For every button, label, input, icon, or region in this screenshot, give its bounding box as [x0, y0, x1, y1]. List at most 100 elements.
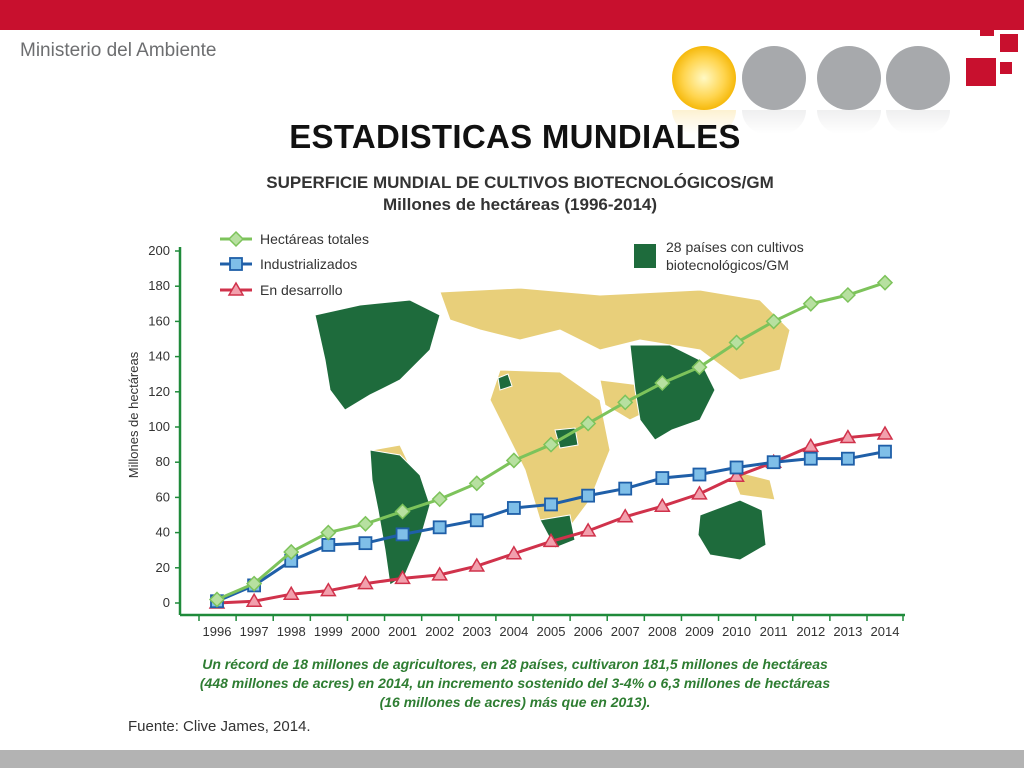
data-point: [579, 522, 597, 537]
legend: Hectáreas totales Industrializados En desa…: [220, 230, 804, 298]
data-point: [431, 491, 448, 508]
data-point: [245, 592, 263, 607]
footnote-line3: (16 millones de acres) más que en 2013).: [379, 694, 651, 710]
data-point: [283, 543, 300, 561]
x-tick-label: 1998: [277, 624, 306, 639]
data-point: [876, 274, 894, 291]
data-point: [728, 334, 745, 351]
page-title: ESTADISTICAS MUNDIALES: [289, 118, 741, 155]
x-tick-label: 1997: [240, 624, 269, 639]
x-tick-label: 2005: [537, 624, 566, 639]
y-tick-label: 180: [148, 278, 170, 293]
x-tick-label: 2004: [499, 624, 528, 639]
map-legend-label: 28 países con cultivos: [666, 239, 804, 255]
map-legend-label: biotecnológicos/GM: [666, 257, 789, 273]
data-point: [506, 501, 521, 515]
land-region: [314, 299, 441, 411]
x-tick-label: 2011: [760, 624, 788, 639]
data-point: [394, 569, 411, 585]
data-point: [505, 452, 522, 469]
data-point: [468, 557, 486, 572]
ministry-name: Ministerio del Ambiente: [20, 40, 217, 61]
x-tick-label: 1999: [314, 624, 343, 639]
data-point: [803, 451, 818, 466]
y-tick-label: 200: [148, 243, 170, 258]
y-tick-label: 0: [163, 595, 170, 610]
data-point: [468, 475, 485, 492]
ministry-logo-icon: [966, 18, 1022, 90]
data-point: [431, 566, 448, 581]
data-point: [729, 460, 744, 475]
data-point: [505, 545, 523, 560]
data-point: [469, 513, 484, 528]
legend-label: Hectáreas totales: [260, 231, 369, 247]
data-point: [765, 313, 782, 330]
data-point: [580, 415, 597, 432]
source-text: Fuente: Clive James, 2014.: [128, 718, 311, 735]
x-tick-label: 2007: [611, 624, 640, 639]
footnote: Un récord de 18 millones de agricultores…: [120, 655, 910, 712]
data-point: [320, 582, 337, 597]
data-point: [766, 455, 781, 470]
y-axis-label: Millones de hectáreas: [126, 351, 141, 478]
x-tick-label: 2009: [685, 624, 714, 639]
x-tick-label: 2013: [833, 624, 862, 639]
data-point: [692, 467, 707, 482]
data-point: [282, 585, 300, 600]
data-point: [432, 520, 447, 535]
x-tick-label: 2001: [388, 624, 417, 639]
series-layer: [208, 274, 894, 609]
data-point: [395, 527, 410, 542]
data-point: [358, 536, 373, 551]
data-point: [542, 532, 560, 548]
map-legend-swatch: [634, 244, 656, 268]
land-region: [497, 373, 513, 391]
data-point: [357, 515, 374, 532]
gray-circle-icon: [742, 46, 806, 110]
data-point: [839, 429, 857, 444]
x-tick-label: 2008: [648, 624, 677, 639]
data-point: [802, 295, 819, 312]
y-tick-label: 20: [156, 560, 170, 575]
data-point: [227, 230, 245, 248]
data-point: [840, 451, 855, 466]
data-point: [542, 436, 560, 453]
data-point: [618, 481, 633, 496]
data-point: [357, 575, 374, 590]
y-tick-label: 60: [156, 489, 170, 504]
gray-circle-icon: [817, 46, 881, 110]
top-red-bar: [0, 0, 1024, 30]
data-point: [394, 503, 411, 520]
data-point: [616, 508, 634, 523]
bottom-gray-bar: [0, 750, 1024, 768]
y-tick-label: 80: [156, 454, 170, 469]
data-point: [802, 437, 820, 453]
data-point: [208, 591, 226, 608]
axes: 0 20 40 60 80 100 120 140 160 180 200 1996 1997 1998 1…: [148, 243, 905, 639]
data-point: [320, 524, 337, 541]
x-tick-label: 2010: [722, 624, 751, 639]
land-region: [697, 499, 767, 561]
data-point: [229, 257, 243, 271]
legend-label: Industrializados: [260, 256, 357, 272]
decorative-circles: [670, 46, 960, 136]
data-point: [227, 281, 245, 296]
x-tick-label: 1996: [203, 624, 232, 639]
x-tick-label: 2002: [425, 624, 454, 639]
footnote-line1: Un récord de 18 millones de agricultores…: [202, 656, 828, 672]
land-region: [369, 449, 431, 586]
chart-title-line2: Millones de hectáreas (1996-2014): [382, 195, 658, 214]
data-point: [246, 575, 263, 592]
x-tick-label: 2012: [796, 624, 825, 639]
legend-label: En desarrollo: [260, 282, 343, 298]
x-tick-label: 2014: [871, 624, 900, 639]
data-point: [878, 444, 892, 459]
y-tick-label: 140: [148, 349, 170, 364]
y-tick-label: 160: [148, 313, 170, 328]
footnote-line2: (448 millones de acres) en 2014, un incr…: [199, 675, 831, 691]
y-tick-label: 100: [148, 419, 170, 434]
data-point: [839, 286, 856, 304]
data-point: [876, 425, 894, 440]
data-point: [691, 359, 708, 376]
